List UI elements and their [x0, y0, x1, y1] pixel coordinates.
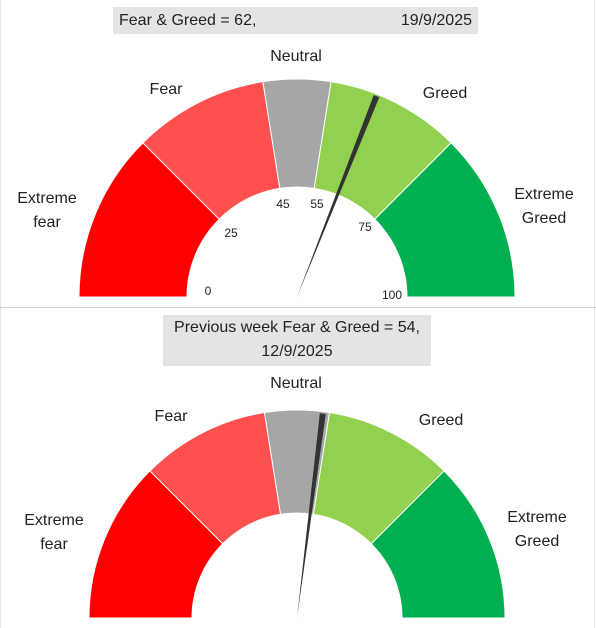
current-gauge: Fear Neutral Greed Extreme fear Extreme …: [17, 48, 574, 302]
label-neutral: Neutral: [270, 375, 322, 392]
previous-gauge: Neutral Fear Greed Extreme fear Extreme …: [24, 375, 567, 619]
label-extreme-fear-line1: Extreme: [17, 190, 77, 207]
label-greed: Greed: [423, 85, 467, 102]
label-extreme-fear-line2: fear: [33, 214, 61, 231]
extreme-greed-band: [374, 142, 516, 298]
current-gauge-date: 19/9/2025: [400, 12, 472, 29]
label-extreme-greed-line1: Extreme: [514, 186, 574, 203]
label-fear: Fear: [150, 81, 184, 98]
label-fear: Fear: [155, 408, 189, 425]
section-divider: [0, 307, 596, 308]
tick-label-55: 55: [310, 197, 324, 211]
label-neutral: Neutral: [270, 48, 322, 65]
extreme-greed-band: [370, 470, 506, 619]
tick-label-75: 75: [358, 220, 372, 234]
label-extreme-greed-line2: Greed: [522, 210, 566, 227]
tick-label-100: 100: [382, 288, 402, 302]
label-greed: Greed: [419, 412, 463, 429]
tick-label-0: 0: [205, 284, 212, 298]
tick-label-45: 45: [276, 197, 290, 211]
label-extreme-fear-line1: Extreme: [24, 512, 84, 529]
label-extreme-greed-line1: Extreme: [507, 509, 567, 526]
current-gauge-title: Fear & Greed = 62,: [119, 12, 257, 29]
previous-gauge-header: Previous week Fear & Greed = 54, 12/9/20…: [163, 315, 431, 366]
previous-gauge-date: 12/9/2025: [261, 343, 333, 360]
right-gridline: [594, 0, 595, 628]
label-extreme-greed-line2: Greed: [515, 533, 559, 550]
previous-gauge-title: Previous week Fear & Greed = 54,: [174, 319, 420, 336]
tick-label-25: 25: [224, 226, 238, 240]
label-extreme-fear-line2: fear: [40, 536, 68, 553]
gauge-needle: [297, 413, 326, 618]
gauge-needle: [297, 95, 380, 297]
left-gridline: [0, 0, 1, 628]
current-gauge-header: Fear & Greed = 62, 19/9/2025: [113, 7, 478, 34]
